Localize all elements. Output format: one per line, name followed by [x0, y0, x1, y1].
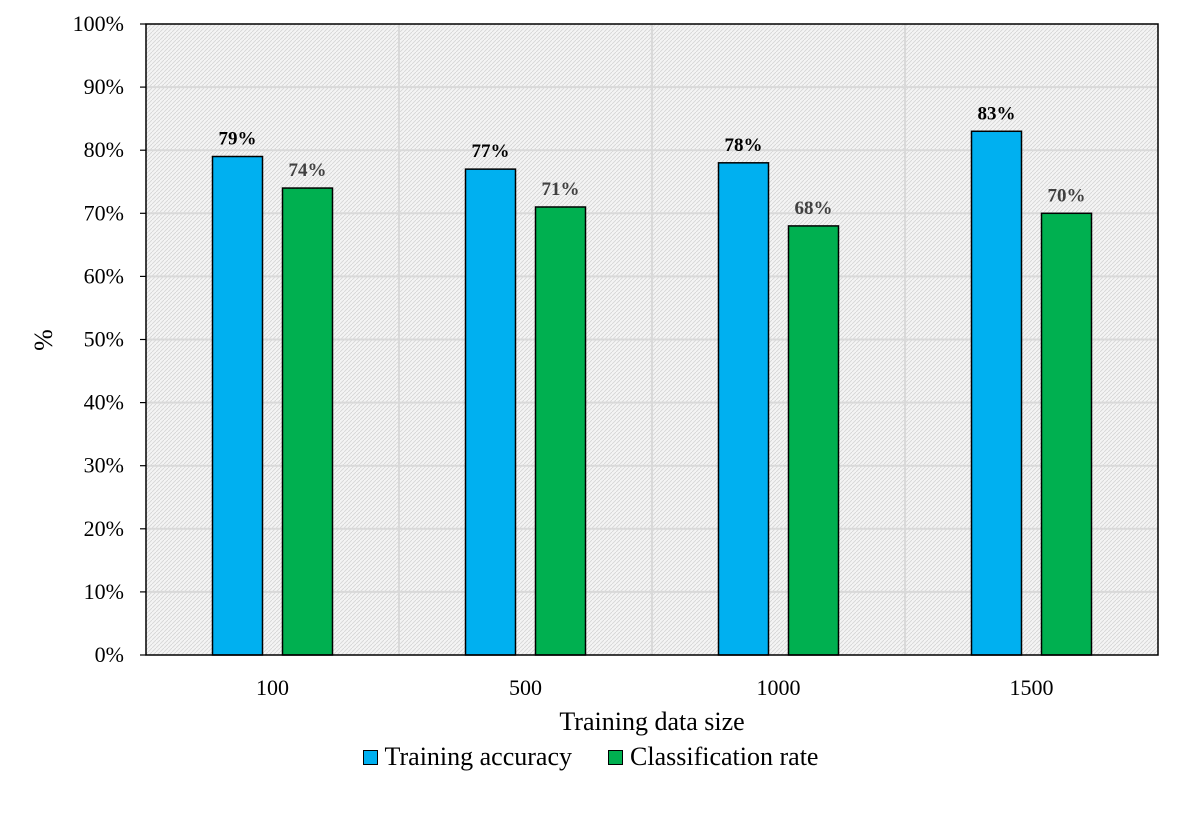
legend-label-classification-rate: Classification rate [630, 742, 819, 771]
bar-data-label: 68% [795, 198, 833, 219]
bars [211, 130, 1093, 656]
bar-data-label: 74% [289, 160, 327, 181]
x-tick-label: 1500 [1010, 675, 1054, 700]
x-tick-label: 100 [256, 675, 289, 700]
y-tick-label: 10% [84, 579, 124, 604]
y-axis-title: % [29, 329, 58, 351]
legend-item-training-accuracy: Training accuracy [362, 742, 573, 772]
y-tick-label: 60% [84, 263, 124, 288]
y-tick-label: 90% [84, 74, 124, 99]
bar-data-label: 83% [978, 103, 1016, 124]
y-tick-label: 20% [84, 516, 124, 541]
y-axis-ticks: 0% 10% 20% 30% 40% 50% 60% 70% 80% 90% 100% [73, 11, 146, 667]
bar [211, 155, 264, 656]
bar-data-label: 77% [472, 141, 510, 162]
bar [464, 168, 517, 656]
legend-item-classification-rate: Classification rate [608, 742, 818, 772]
legend-swatch-training-accuracy [362, 749, 378, 765]
legend-label-training-accuracy: Training accuracy [384, 742, 573, 771]
y-tick-label: 100% [73, 11, 124, 36]
y-tick-label: 50% [84, 327, 124, 352]
bar [970, 130, 1023, 656]
x-axis-ticks: 100 500 1000 1500 [256, 675, 1054, 700]
y-tick-label: 40% [84, 390, 124, 415]
bar-data-label: 79% [219, 129, 257, 150]
x-tick-label: 1000 [757, 675, 801, 700]
x-axis-title: Training data size [559, 707, 744, 736]
data-labels: 79% 74% 77% 71% 78% 68% 83% 70% [219, 103, 1086, 219]
legend-swatch-classification-rate [608, 749, 624, 765]
bar-data-label: 70% [1048, 185, 1086, 206]
bar-data-label: 71% [542, 179, 580, 200]
y-tick-label: 0% [95, 642, 124, 667]
bar [717, 162, 770, 656]
bar [534, 206, 587, 656]
y-tick-label: 30% [84, 453, 124, 478]
bar [281, 187, 334, 656]
y-tick-label: 70% [84, 200, 124, 225]
bar-data-label: 78% [725, 135, 763, 156]
x-tick-label: 500 [509, 675, 542, 700]
bar [1040, 212, 1093, 656]
y-tick-label: 80% [84, 137, 124, 162]
bar [787, 225, 840, 656]
legend: Training accuracy Classification rate [0, 742, 1181, 772]
